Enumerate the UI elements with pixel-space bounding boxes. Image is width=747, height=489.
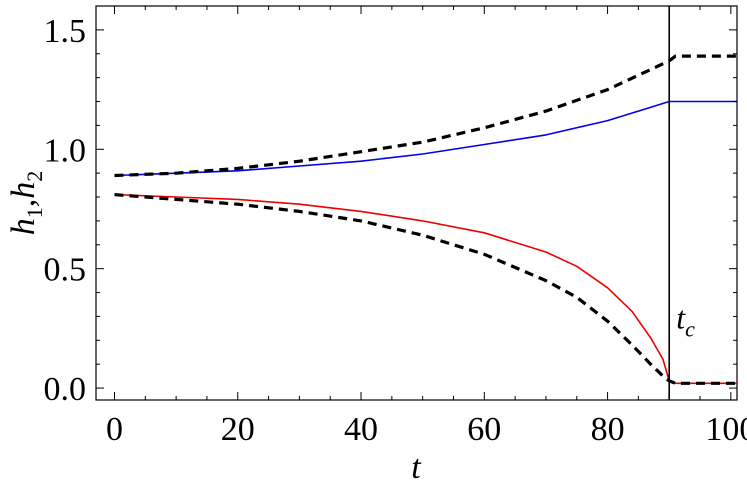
solid-series-line-0 xyxy=(114,100,737,177)
y-tick-label: 1.5 xyxy=(44,13,87,50)
tc-annotation: tc xyxy=(676,299,695,341)
y-tick-label: 0.0 xyxy=(44,371,87,408)
plot-frame xyxy=(95,5,738,401)
solid-series-line-2 xyxy=(114,193,737,385)
x-tick-label: 60 xyxy=(467,411,501,448)
x-axis-label: t xyxy=(411,449,422,486)
critical-time-marker: tc xyxy=(668,6,695,400)
x-tick-label: 100 xyxy=(705,411,747,448)
dashed-series-line-3 xyxy=(114,193,737,385)
y-tick-label: 1.0 xyxy=(44,132,87,169)
y-tick-label: 0.5 xyxy=(44,252,87,289)
series-layer xyxy=(114,54,737,385)
dashed-series-line-1 xyxy=(114,54,737,178)
x-tick-label: 80 xyxy=(591,411,625,448)
x-tick-label: 40 xyxy=(344,411,378,448)
axis-tick-labels: 0 20 40 60 80 100 0.0 0.5 1.0 1.5 xyxy=(44,13,747,448)
x-tick-label: 20 xyxy=(221,411,255,448)
y-axis-label: h1,h2 xyxy=(5,171,47,236)
x-tick-label: 0 xyxy=(106,411,123,448)
axis-ticks xyxy=(96,6,737,400)
